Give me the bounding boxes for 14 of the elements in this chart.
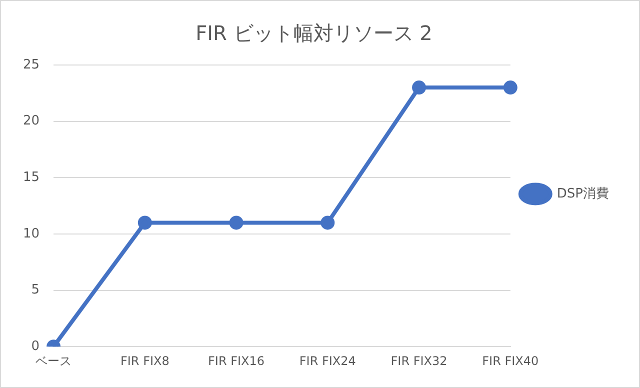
x-tick-label: FIR FIX24 <box>299 354 356 368</box>
y-tick-label: 5 <box>31 282 40 298</box>
x-tick-label: FIR FIX40 <box>482 354 539 368</box>
x-tick-label: FIR FIX8 <box>120 354 170 368</box>
x-tick-label: FIR FIX16 <box>208 354 265 368</box>
y-tick-label: 25 <box>22 57 40 72</box>
y-tick-label: 0 <box>31 338 40 354</box>
x-tick-label: ベース <box>36 354 72 368</box>
y-tick-label: 20 <box>22 114 40 129</box>
y-tick-label: 10 <box>22 226 40 242</box>
legend-label: DSP消費 <box>556 186 610 202</box>
y-tick-label: 15 <box>22 170 40 186</box>
chart-title: FIR ビット幅対リソース 2 <box>196 21 432 46</box>
x-tick-label: FIR FIX32 <box>390 354 448 368</box>
